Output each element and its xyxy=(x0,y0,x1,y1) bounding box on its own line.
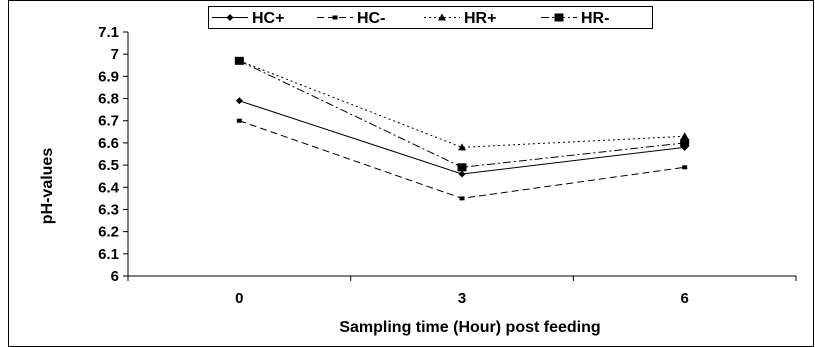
series-HR- xyxy=(234,56,690,172)
legend-label: HR+ xyxy=(464,10,496,27)
data-point xyxy=(459,196,465,201)
series-layer xyxy=(234,56,690,201)
legend-entry: HR+ xyxy=(424,10,496,27)
series-HC- xyxy=(236,118,688,201)
data-point xyxy=(458,143,466,151)
legend-marker xyxy=(226,14,234,21)
y-tick-label: 7.1 xyxy=(98,24,119,41)
y-tick-label: 6 xyxy=(111,268,119,285)
y-tick-label: 6.8 xyxy=(98,91,119,108)
x-tick-label: 0 xyxy=(235,290,243,307)
chart-border xyxy=(8,0,814,347)
data-point xyxy=(680,132,689,140)
legend-marker xyxy=(554,13,564,22)
y-tick-label: 6.2 xyxy=(98,224,119,241)
series-line xyxy=(239,60,685,168)
legend-entry: HC- xyxy=(317,10,385,27)
legend-label: HC+ xyxy=(252,10,284,27)
y-tick-label: 7 xyxy=(111,46,119,63)
y-tick-label: 6.6 xyxy=(98,135,119,152)
y-tick-label: 6.4 xyxy=(98,179,120,196)
legend: HC+ HC- HR+ HR- xyxy=(208,6,653,29)
data-point xyxy=(457,163,467,172)
legend-label: HC- xyxy=(357,10,385,27)
x-axis: 0 3 6 xyxy=(127,275,797,307)
y-axis-title: pH-values xyxy=(39,148,56,225)
x-tick-label: 6 xyxy=(680,290,688,307)
series-line xyxy=(239,120,685,199)
series-HR+ xyxy=(235,56,689,151)
y-tick-label: 6.1 xyxy=(98,246,119,263)
y-tick-label: 6.7 xyxy=(98,113,119,130)
data-point xyxy=(682,165,688,170)
data-point xyxy=(236,118,242,123)
data-point xyxy=(680,138,690,147)
x-axis-title: Sampling time (Hour) post feeding xyxy=(339,319,600,336)
y-axis: 6 6.1 6.2 6.3 6.4 6.5 6.6 6.7 6.8 6.9 7 7.1 xyxy=(98,24,129,285)
legend-label: HR- xyxy=(581,10,609,27)
legend-marker xyxy=(332,15,338,20)
legend-marker xyxy=(438,13,446,21)
data-point xyxy=(235,97,243,105)
legend-entry: HC+ xyxy=(212,10,284,27)
legend-entry: HR- xyxy=(541,10,609,27)
series-line xyxy=(239,100,685,175)
y-tick-label: 6.5 xyxy=(98,157,119,174)
data-point xyxy=(234,56,244,65)
x-tick-label: 3 xyxy=(458,290,466,307)
data-point xyxy=(458,170,466,178)
y-tick-label: 6.9 xyxy=(98,68,119,85)
y-tick-label: 6.3 xyxy=(98,201,119,218)
series-line xyxy=(239,60,685,148)
